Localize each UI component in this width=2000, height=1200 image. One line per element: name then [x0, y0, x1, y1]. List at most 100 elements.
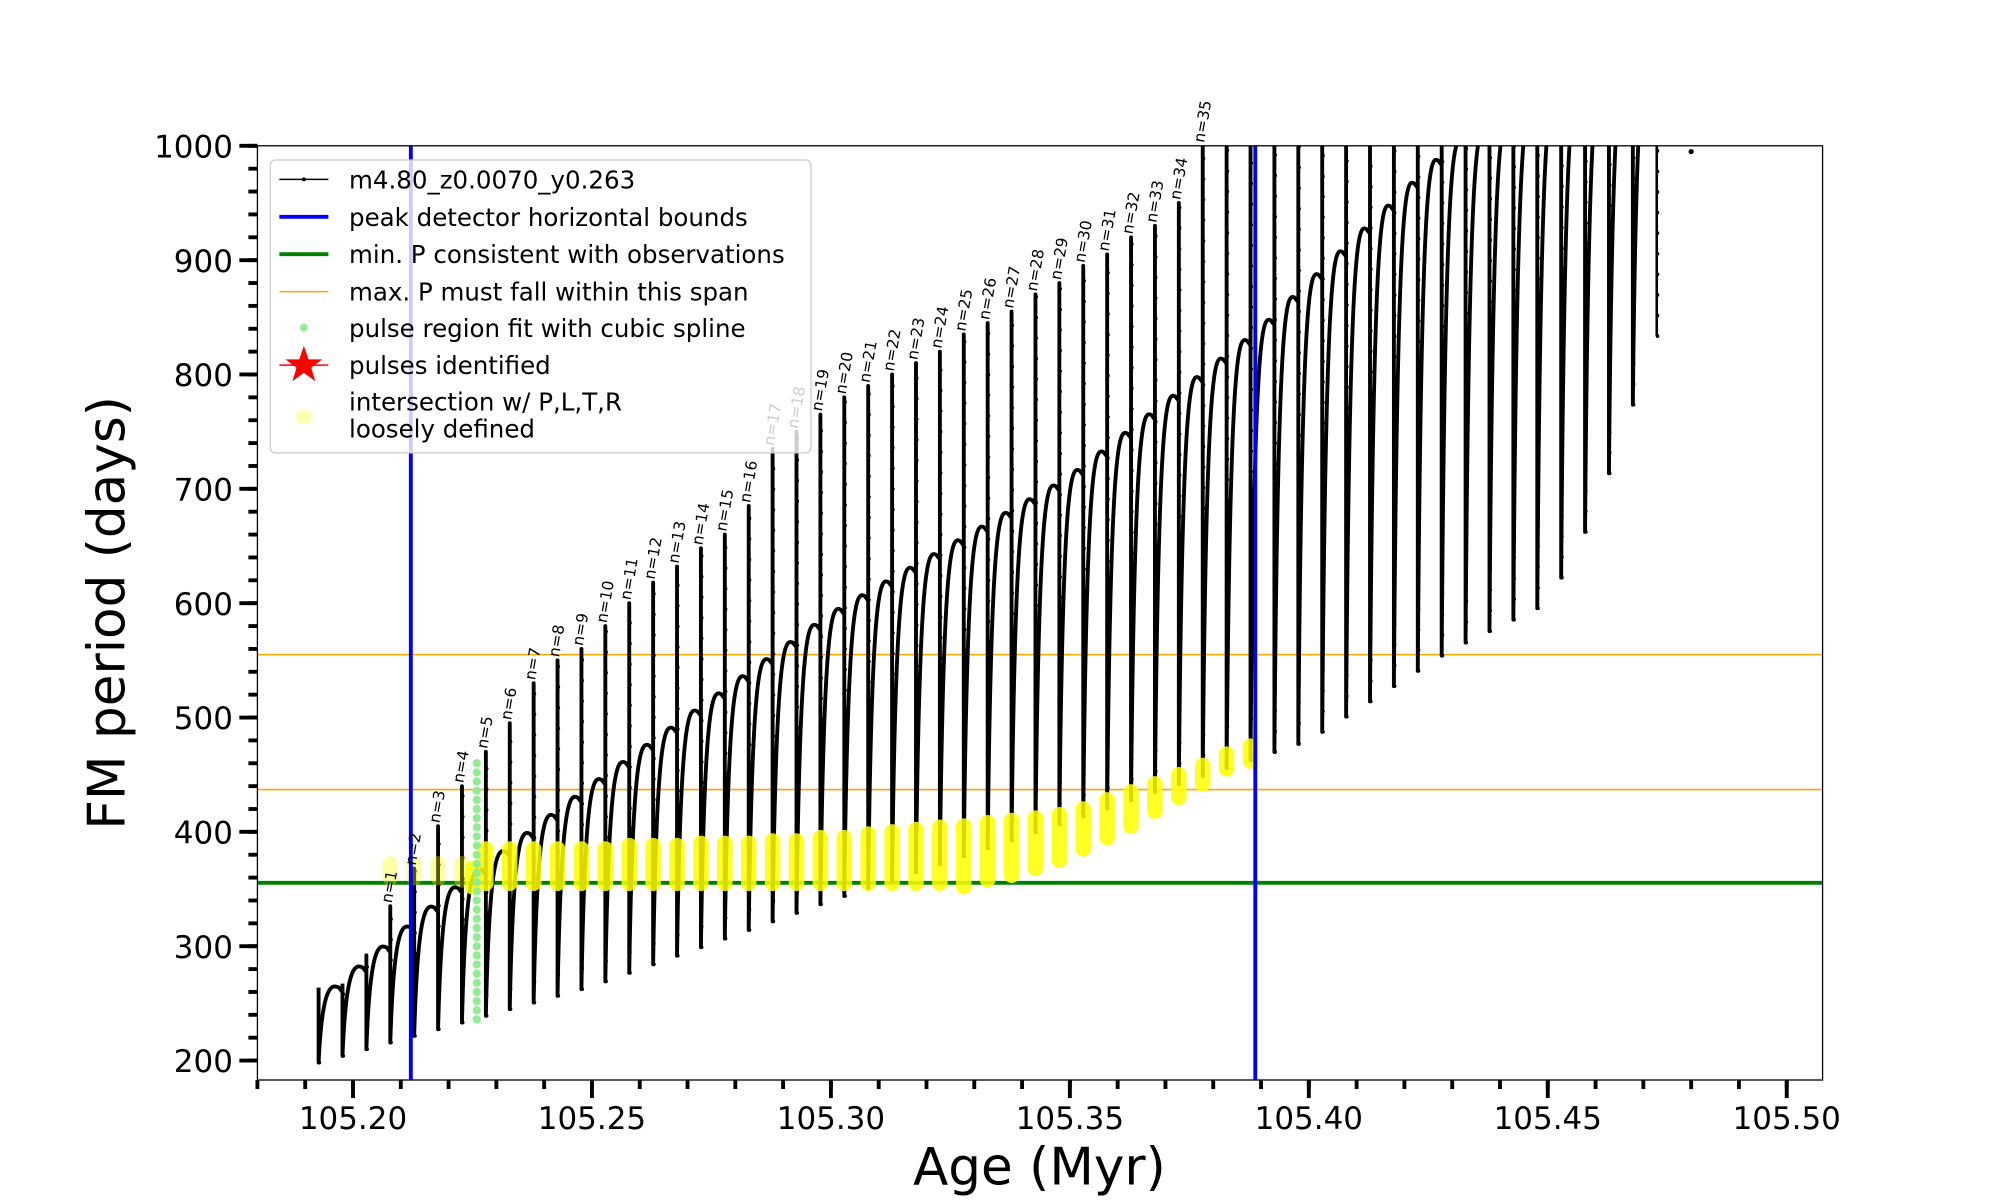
track-point [1225, 704, 1230, 708]
track-point [914, 458, 919, 463]
track-point [508, 801, 513, 806]
track-point [962, 771, 967, 776]
track-point [1345, 159, 1349, 163]
track-point [1560, 328, 1564, 333]
track-point [986, 475, 991, 480]
track-point [1321, 688, 1325, 693]
pulse-cycle [1559, 145, 1572, 580]
track-point [1201, 671, 1206, 675]
track-point [317, 1019, 322, 1024]
track-point [699, 739, 704, 744]
x-tick-label: 105.35 [1016, 1101, 1124, 1137]
track-point [1201, 177, 1206, 181]
track-point [675, 789, 680, 793]
track-point [1177, 658, 1182, 663]
x-tick-label: 105.20 [299, 1101, 407, 1137]
track-point [1321, 441, 1325, 446]
track-point [1512, 350, 1516, 354]
track-point [1392, 437, 1397, 441]
legend: m4.80_z0.0070_y0.263 peak detector horiz… [269, 159, 812, 454]
track-point [1201, 218, 1206, 223]
track-point [914, 705, 919, 710]
track-point [747, 763, 752, 768]
track-point [1010, 405, 1015, 410]
track-point [1130, 407, 1134, 411]
pulse-label: n=15 [712, 488, 737, 533]
track-point [1416, 154, 1421, 159]
track-point [389, 917, 393, 921]
track-point [1249, 367, 1254, 371]
track-point [843, 750, 847, 754]
track-point [962, 710, 967, 714]
track-point [1464, 640, 1469, 645]
track-point [1488, 258, 1493, 263]
track-point [1010, 714, 1015, 719]
track-point [1225, 519, 1230, 523]
pulse-cycle [1057, 281, 1085, 826]
track-point [580, 678, 585, 683]
track-point [1058, 595, 1062, 600]
track-point [1464, 167, 1469, 171]
track-point [1225, 148, 1230, 153]
track-point [1368, 596, 1373, 601]
pulse-label: n=24 [927, 305, 952, 350]
track-point [1536, 606, 1540, 611]
track-point [1321, 627, 1325, 631]
track-point [1512, 288, 1516, 293]
track-point [891, 487, 895, 491]
track-point [1273, 626, 1277, 631]
track-point [1034, 500, 1039, 505]
track-point [1130, 715, 1134, 720]
track-point [460, 856, 465, 860]
track-point [771, 569, 776, 574]
plot-frame [256, 145, 1824, 1081]
track-point [938, 779, 943, 784]
track-point [843, 482, 847, 487]
y-axis-label: FM period (days) [78, 396, 138, 830]
track-point [1368, 370, 1373, 374]
track-point [1368, 246, 1373, 251]
track-point [1607, 183, 1612, 187]
track-point [1082, 690, 1086, 695]
track-point [1392, 643, 1397, 647]
track-point [843, 770, 847, 775]
track-point [1655, 149, 1660, 153]
track-point [1368, 185, 1373, 189]
track-point [819, 593, 823, 598]
track-point [1536, 215, 1540, 219]
track-point [1631, 258, 1636, 263]
track-point [1082, 443, 1086, 448]
track-point [389, 1040, 393, 1045]
track-point [1560, 452, 1564, 456]
track-point [604, 732, 608, 737]
track-point [723, 586, 728, 591]
pulse-label: n=12 [641, 536, 666, 581]
track-point [1153, 543, 1158, 547]
track-point [914, 726, 919, 730]
track-point [413, 972, 417, 976]
track-point [1273, 256, 1277, 260]
pulse-label: n=7 [521, 646, 544, 681]
spline-point [472, 759, 481, 768]
track-point [1201, 465, 1206, 470]
track-point [1297, 186, 1301, 191]
track-point [986, 352, 991, 356]
track-point [795, 787, 800, 792]
track-point [1082, 381, 1086, 386]
track-point [1297, 351, 1301, 355]
track-point [1321, 153, 1325, 158]
track-point [1345, 447, 1349, 451]
track-point [580, 966, 585, 971]
track-point [1392, 231, 1397, 236]
track-point [1273, 708, 1277, 713]
track-point [986, 763, 991, 768]
track-point [1416, 401, 1421, 406]
track-point [1177, 493, 1182, 498]
track-point [1106, 723, 1110, 728]
track-point [484, 1014, 489, 1018]
track-point [675, 748, 680, 752]
spline-point [472, 969, 481, 978]
pulse-cycle [842, 395, 870, 898]
track-point [1201, 609, 1206, 614]
track-point [891, 692, 895, 697]
